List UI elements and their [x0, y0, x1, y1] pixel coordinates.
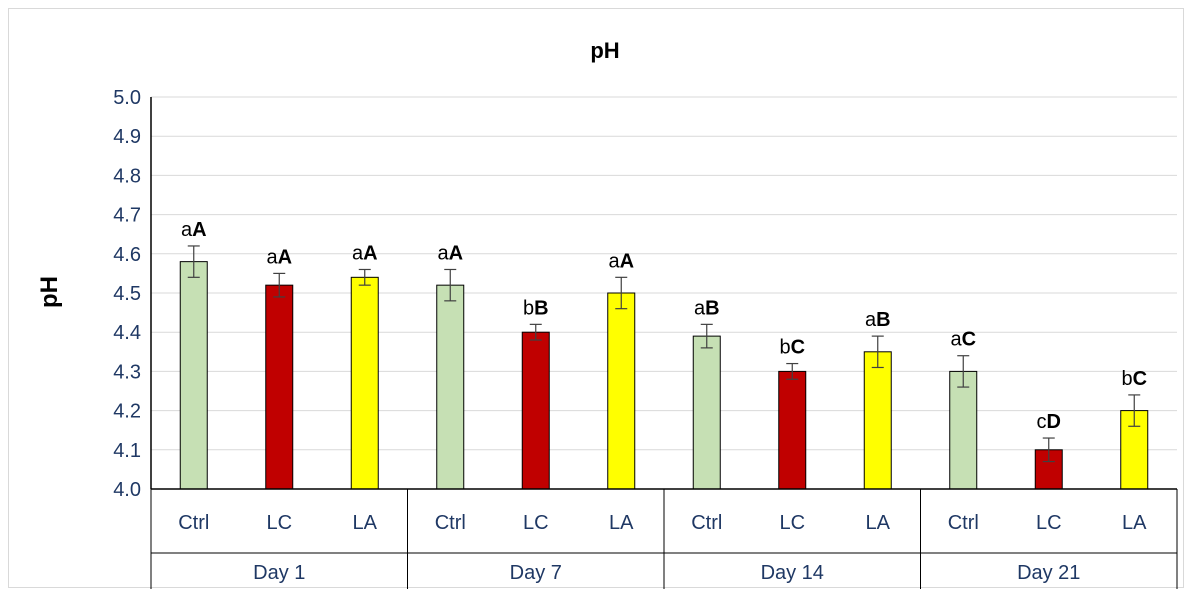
significance-lower: b [523, 297, 534, 319]
bar [607, 292, 636, 490]
significance-label: aA [352, 242, 378, 264]
axes: 4.0 4.1 4.2 4.3 4.4 4.5 4.6 4.7 4.8 4.9 5.0 Day 1 Da… [113, 87, 1178, 589]
significance-label: aA [266, 246, 292, 268]
gridlines [151, 96, 1177, 451]
bar [265, 284, 294, 490]
significance-lower: a [608, 250, 620, 272]
significance-lower: c [1037, 411, 1047, 433]
y-tick-label: 4.1 [113, 440, 141, 462]
significance-upper: B [534, 297, 548, 319]
significance-lower: a [266, 246, 278, 268]
category-label: LC [1036, 512, 1062, 534]
bar [521, 331, 550, 490]
significance-upper: A [278, 246, 292, 268]
significance-label: aA [437, 242, 463, 264]
bar [436, 284, 465, 490]
category-label: LA [866, 512, 891, 534]
bar [863, 351, 892, 490]
chart-frame: pH pH aA aA aA aA bB aA aB bC aB aC cD bC 4.0 4.1 4.2… [8, 8, 1184, 589]
significance-upper: D [1047, 411, 1061, 433]
significance-upper: C [962, 329, 976, 351]
category-label: Ctrl [435, 512, 466, 534]
significance-upper: A [192, 219, 206, 241]
significance-label: aB [865, 309, 891, 331]
significance-label: cD [1037, 411, 1061, 433]
significance-lower: a [950, 329, 962, 351]
bar [350, 276, 379, 490]
bar [778, 370, 807, 490]
y-tick-label: 4.3 [113, 361, 141, 383]
y-tick-label: 4.2 [113, 401, 141, 423]
significance-upper: A [449, 242, 463, 264]
group-label: Day 14 [761, 562, 824, 584]
category-label: LA [609, 512, 634, 534]
significance-label: bC [1121, 368, 1147, 390]
significance-upper: C [791, 337, 805, 359]
bar [949, 370, 978, 490]
significance-upper: A [620, 250, 634, 272]
chart-title: pH [590, 38, 619, 63]
significance-lower: a [865, 309, 877, 331]
category-label: Ctrl [948, 512, 979, 534]
y-axis-label: pH [36, 276, 63, 308]
y-tick-label: 4.8 [113, 165, 141, 187]
category-label: LC [779, 512, 805, 534]
y-tick-label: 4.7 [113, 205, 141, 227]
group-label: Day 1 [253, 562, 305, 584]
significance-upper: C [1133, 368, 1147, 390]
significance-lower: a [437, 242, 449, 264]
significance-lower: a [694, 297, 706, 319]
y-tick-label: 4.4 [113, 322, 141, 344]
bar [179, 261, 208, 490]
significance-upper: B [705, 297, 719, 319]
significance-label: aA [608, 250, 634, 272]
group-label: Day 7 [510, 562, 562, 584]
significance-lower: b [1121, 368, 1132, 390]
significance-label: aC [950, 329, 976, 351]
significance-lower: b [779, 337, 790, 359]
y-tick-label: 4.9 [113, 126, 141, 148]
y-tick-label: 5.0 [113, 87, 141, 109]
category-label: LA [353, 512, 378, 534]
category-label: Ctrl [691, 512, 722, 534]
significance-label: aB [694, 297, 720, 319]
significance-label: bB [523, 297, 549, 319]
significance-label: bC [779, 337, 805, 359]
significance-lower: a [352, 242, 364, 264]
category-label: LA [1122, 512, 1147, 534]
significance-upper: B [876, 309, 890, 331]
y-tick-label: 4.6 [113, 244, 141, 266]
group-label: Day 21 [1017, 562, 1080, 584]
category-label: Ctrl [178, 512, 209, 534]
y-tick-label: 4.5 [113, 283, 141, 305]
y-tick-label: 4.0 [113, 479, 141, 501]
category-label: LC [523, 512, 549, 534]
significance-label: aA [181, 219, 207, 241]
bar [692, 335, 721, 490]
category-label: LC [266, 512, 292, 534]
significance-lower: a [181, 219, 193, 241]
significance-upper: A [363, 242, 377, 264]
